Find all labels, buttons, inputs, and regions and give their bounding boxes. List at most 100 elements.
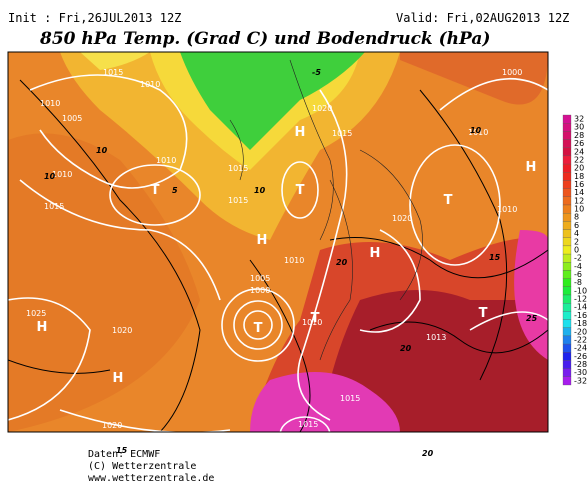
pressure-system: H — [113, 371, 124, 386]
colorbar-swatch — [562, 155, 572, 165]
isobar-label: 1015 — [332, 129, 352, 138]
isobar-label: 1000 — [502, 68, 522, 77]
colorbar-label: -18 — [574, 319, 587, 328]
map-field — [8, 52, 548, 432]
colorbar-swatch — [562, 245, 572, 255]
isotherm-label: 10 — [470, 126, 482, 135]
colorbar-swatch — [562, 131, 572, 140]
colorbar-label: 24 — [574, 147, 584, 156]
isobar-label: 1000 — [250, 286, 270, 295]
colorbar-label: 26 — [574, 139, 584, 148]
colorbar-swatch — [562, 294, 572, 304]
isobar-label: 1015 — [228, 196, 248, 205]
colorbar-label: -14 — [574, 303, 587, 312]
isobar-label: 1005 — [62, 114, 82, 123]
colorbar-swatch — [562, 319, 572, 328]
colorbar-swatch — [562, 139, 572, 148]
isotherm-label: 20 — [336, 258, 348, 267]
isotherm-label: 5 — [172, 186, 178, 195]
map-labels: HT THTHHTHTTHT101510101005101010101015102… — [26, 68, 538, 473]
colorbar-swatch — [562, 237, 572, 247]
colorbar-swatch — [562, 253, 572, 263]
colorbar-label: 10 — [574, 205, 584, 214]
colorbar-swatch — [562, 335, 572, 345]
pressure-system: T — [444, 193, 453, 208]
isotherm-label: 10 — [96, 146, 108, 155]
isotherm-label: 10 — [44, 172, 56, 181]
colorbar: 32302826242220181614121086420-2-4-6-8-10… — [562, 114, 587, 386]
colorbar-swatch — [562, 147, 572, 157]
map-frame — [7, 51, 549, 433]
isobar-label: 1010 — [140, 80, 160, 89]
pressure-system: T — [254, 321, 263, 336]
footer-copyright: (C) Wetterzentrale — [88, 461, 196, 472]
isotherm-label: 20 — [400, 344, 412, 353]
colorbar-swatch — [562, 368, 572, 377]
colorbar-swatch — [562, 204, 572, 214]
colorbar-label: 22 — [574, 155, 584, 164]
pressure-system: T — [479, 306, 488, 321]
colorbar-label: -28 — [574, 360, 587, 369]
colorbar-label: -16 — [574, 311, 587, 320]
isobar-label: 1005 — [250, 274, 270, 283]
isobar-label: 1010 — [156, 156, 176, 165]
isobar-label: 1015 — [340, 394, 360, 403]
isotherm-label: 25 — [526, 314, 538, 323]
pressure-system: H — [370, 246, 381, 261]
pressure-system: T — [296, 183, 305, 198]
isobar-label: 1015 — [44, 202, 64, 211]
isobar-label: 1010 — [302, 318, 322, 327]
footer-source: Daten: ECMWF — [88, 449, 160, 460]
colorbar-label: 32 — [574, 115, 584, 124]
colorbar-label: -12 — [574, 295, 587, 304]
colorbar-label: -6 — [574, 270, 582, 279]
colorbar-label: 30 — [574, 123, 584, 132]
isobar-label: 1015 — [103, 68, 123, 77]
colorbar-swatch — [562, 196, 572, 206]
isobar-label: 1015 — [228, 164, 248, 173]
isobar-label: 1010 — [40, 99, 60, 108]
colorbar-swatch — [562, 213, 572, 222]
isotherm-label: 15 — [116, 446, 128, 455]
colorbar-swatch — [562, 352, 572, 361]
colorbar-swatch — [562, 303, 572, 312]
colorbar-label: -32 — [574, 376, 587, 385]
colorbar-swatch — [562, 114, 572, 124]
init-time: Init : Fri,26JUL2013 12Z — [8, 11, 181, 25]
isobar-label: 1010 — [272, 464, 292, 473]
colorbar-label: -22 — [574, 335, 587, 344]
colorbar-swatch — [562, 360, 572, 369]
colorbar-swatch — [562, 311, 572, 320]
colorbar-label: 12 — [574, 196, 584, 205]
pressure-system: H — [295, 125, 306, 140]
colorbar-swatch — [562, 180, 572, 189]
isobar-label: 1013 — [426, 333, 446, 342]
colorbar-swatch — [562, 270, 572, 279]
isobar-label: 1025 — [26, 309, 46, 318]
map-title: 850 hPa Temp. (Grad C) und Bodendruck (h… — [39, 29, 490, 49]
colorbar-label: 8 — [574, 213, 579, 222]
colorbar-swatch — [562, 229, 572, 238]
colorbar-swatch — [562, 286, 572, 296]
footer-url: www.wetterzentrale.de — [88, 473, 214, 484]
colorbar-label: 6 — [574, 221, 579, 230]
isobar-label: 1020 — [312, 104, 332, 113]
isotherm-label: 10 — [254, 186, 266, 195]
colorbar-swatch — [562, 172, 572, 181]
colorbar-swatch — [562, 376, 572, 386]
colorbar-swatch — [562, 221, 572, 230]
colorbar-label: -8 — [574, 278, 582, 287]
colorbar-label: 18 — [574, 172, 584, 181]
isobar-label: 1010 — [52, 170, 72, 179]
colorbar-label: 16 — [574, 180, 584, 189]
isobar-label: 1020 — [392, 214, 412, 223]
isotherm-label: -5 — [312, 68, 321, 77]
pressure-system: T — [311, 311, 320, 326]
pressure-system: H — [37, 320, 48, 335]
isotherm-label: 20 — [422, 449, 434, 458]
colorbar-label: 20 — [574, 164, 584, 173]
valid-time: Valid: Fri,02AUG2013 12Z — [396, 11, 569, 25]
pressure-system: T — [151, 183, 160, 198]
isobar-label: 1010 — [497, 205, 517, 214]
